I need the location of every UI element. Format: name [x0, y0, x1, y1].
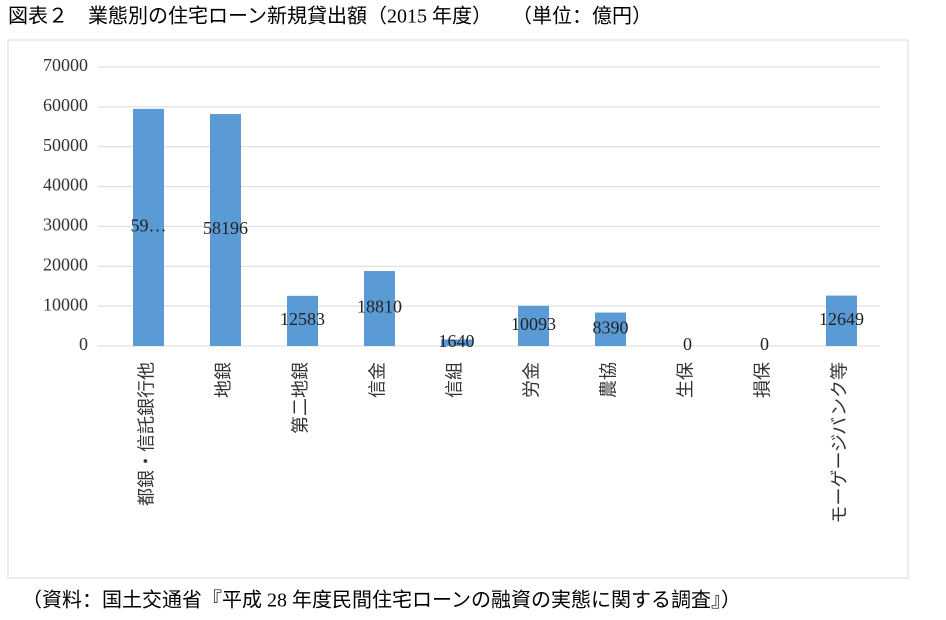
- data-label: 12649: [819, 309, 864, 329]
- x-tick-label: 損保: [753, 362, 773, 398]
- bar: [441, 339, 472, 346]
- x-tick-label: 農協: [599, 362, 619, 398]
- y-tick-label: 0: [79, 334, 88, 354]
- bar: [364, 271, 395, 346]
- y-tick-label: 70000: [43, 55, 88, 75]
- bar: [518, 305, 549, 346]
- chart-frame: [7, 39, 909, 579]
- bar: [287, 295, 318, 346]
- bar: [133, 108, 164, 346]
- x-tick-label: 都銀・信託銀行他: [137, 362, 157, 506]
- x-tick-label: 信組: [445, 362, 465, 398]
- x-tick-label: 労金: [522, 362, 542, 398]
- data-label: 12583: [280, 309, 325, 329]
- y-tick-label: 60000: [43, 95, 88, 115]
- data-label: 0: [760, 334, 769, 354]
- data-label: 58196: [203, 218, 248, 238]
- data-label: 10093: [511, 314, 556, 334]
- bar: [595, 312, 626, 346]
- x-tick-label: 第二地銀: [291, 362, 311, 434]
- data-label: 1640: [439, 331, 475, 351]
- data-label: 0: [683, 334, 692, 354]
- x-tick-label: モーゲージバンク等: [830, 362, 850, 523]
- page-title: 図表２ 業態別の住宅ローン新規貸出額（2015 年度） （単位：億円）: [8, 5, 652, 28]
- y-tick-label: 40000: [43, 175, 88, 195]
- x-tick-label: 地銀: [214, 362, 234, 398]
- y-tick-label: 30000: [43, 215, 88, 235]
- x-tick-label: 生保: [676, 362, 696, 398]
- x-tick-label: 信金: [368, 362, 388, 398]
- data-label: 59…: [131, 216, 167, 236]
- bar: [210, 114, 241, 347]
- y-tick-label: 20000: [43, 254, 88, 274]
- y-tick-label: 50000: [43, 135, 88, 155]
- caption: （資料：国土交通省『平成 28 年度民間住宅ローンの融資の実態に関する調査』）: [22, 589, 741, 612]
- y-tick-label: 10000: [43, 294, 88, 314]
- bar: [826, 295, 857, 346]
- data-label: 18810: [357, 297, 402, 317]
- data-label: 8390: [593, 317, 629, 337]
